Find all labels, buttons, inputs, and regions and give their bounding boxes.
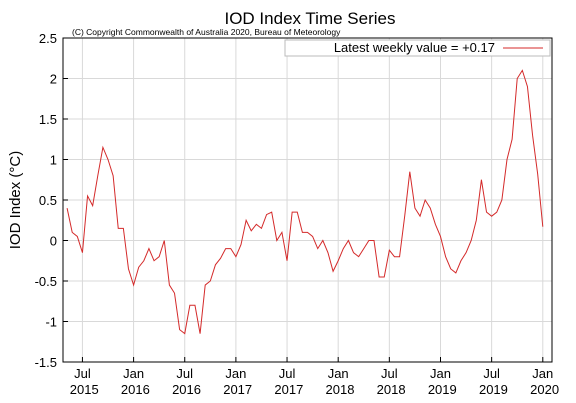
x-tick-label: Jul 2017 [271,366,304,397]
legend-label: Latest weekly value = +0.17 [334,40,495,55]
y-tick-label: -1.5 [35,355,57,370]
x-tick-label: Jan 2016 [117,366,150,397]
x-tick-label: Jan 2019 [424,366,457,397]
x-tick-label: Jul 2015 [66,366,99,397]
y-tick-label: -1 [45,315,57,330]
y-axis-label: IOD Index (°C) [7,151,24,250]
plot-frame [62,37,553,363]
y-tick-label: -0.5 [35,274,57,289]
x-tick-label: Jul 2016 [168,366,201,397]
x-tick-label: Jan 2018 [322,366,355,397]
data-line [66,69,544,335]
chart-title: IOD Index Time Series [224,9,395,28]
x-tick-label: Jul 2019 [475,366,508,397]
y-tick-label: 0 [50,234,57,249]
x-tick-label: Jan 2020 [527,366,560,397]
y-tick-label: 1.5 [39,112,57,127]
x-tick-label: Jan 2017 [220,366,253,397]
legend-box [284,39,551,57]
chart-subtitle: (C) Copyright Commonwealth of Australia … [72,27,341,37]
y-tick-label: 0.5 [39,193,57,208]
y-tick-label: 2 [50,72,57,87]
x-tick-label: Jul 2018 [373,366,406,397]
y-tick-label: 1 [50,153,57,168]
y-tick-label: 2.5 [39,31,57,46]
